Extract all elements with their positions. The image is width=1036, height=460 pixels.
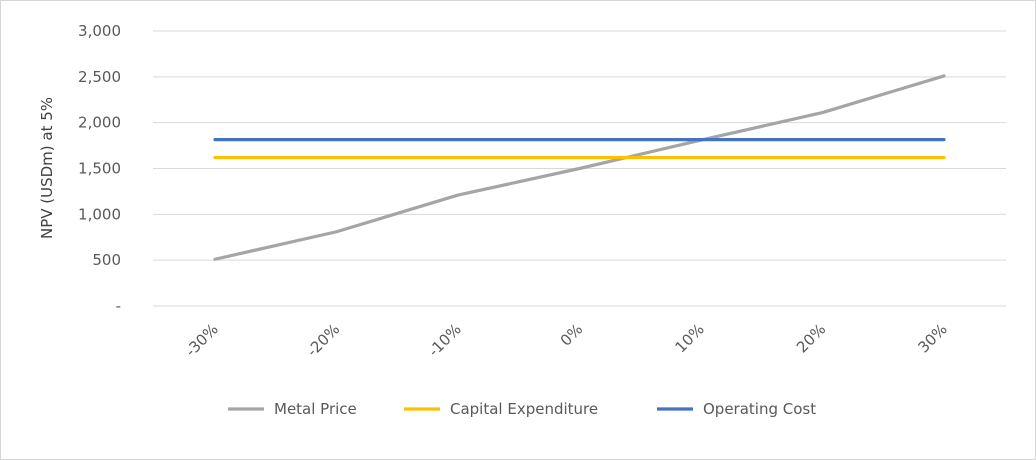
y-tick-label: 3,000 [78,22,121,40]
x-axis-tick-labels: -30% -20% -10% 0% 10% 20% 30% [182,320,951,360]
x-tick-label: -10% [425,320,465,360]
x-tick-label: 30% [915,320,951,356]
legend-label: Metal Price [274,400,357,418]
gridlines [153,30,1006,307]
y-tick-label: 1,500 [78,160,121,178]
y-axis-title: NPV (USDm) at 5% [38,97,56,239]
x-tick-label: -30% [182,320,222,360]
legend: Metal Price Capital Expenditure Operating … [228,400,816,418]
y-tick-label: 2,500 [78,68,121,86]
y-tick-label: 2,000 [78,114,121,132]
x-tick-label: 20% [793,320,829,356]
y-tick-label: 1,000 [78,205,121,223]
legend-label: Operating Cost [703,400,816,418]
y-tick-label: 500 [92,251,121,269]
y-tick-label: - [116,297,121,315]
series-line [213,74,946,261]
y-axis-tick-labels: - 500 1,000 1,500 2,000 2,500 3,000 [78,22,121,315]
legend-label: Capital Expenditure [450,400,598,418]
x-tick-label: 10% [672,320,708,356]
series-lines [213,74,946,261]
x-tick-label: 0% [557,320,587,350]
x-tick-label: -20% [303,320,343,360]
